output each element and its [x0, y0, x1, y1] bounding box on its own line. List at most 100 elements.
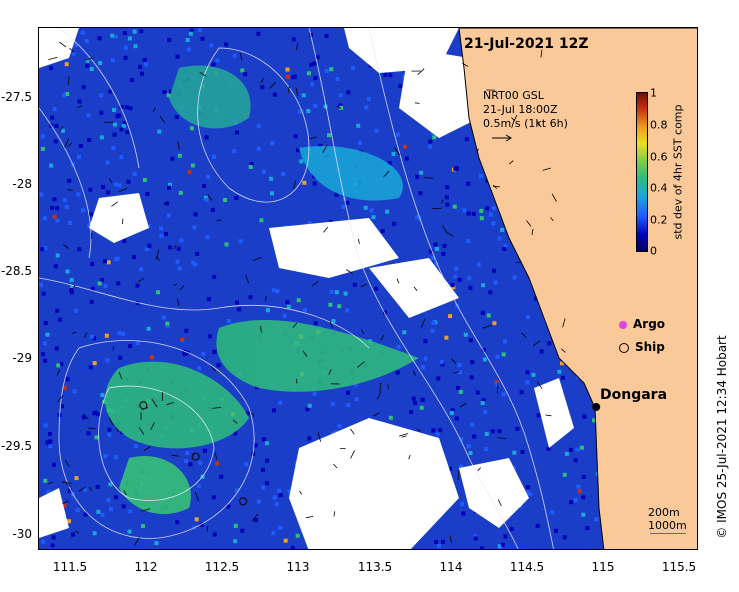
sst-pixel — [175, 259, 180, 264]
sst-pixel — [479, 216, 484, 221]
current-vector — [387, 384, 390, 390]
sst-pixel — [388, 415, 393, 420]
current-vector — [476, 148, 479, 153]
sst-pixel — [128, 106, 133, 111]
sst-pixel — [200, 36, 205, 41]
current-vector — [317, 432, 322, 442]
sst-pixel — [122, 121, 127, 126]
colorbar-tick: 0 — [650, 244, 657, 258]
sst-pixel — [41, 352, 46, 357]
sst-pixel — [203, 195, 208, 200]
sst-pixel — [193, 212, 198, 217]
current-vector — [166, 402, 174, 406]
sst-pixel — [337, 304, 342, 309]
sst-pixel — [248, 295, 253, 300]
sst-pixel — [409, 410, 414, 415]
sst-pixel — [203, 448, 207, 453]
current-vector — [542, 167, 552, 171]
current-vector — [173, 283, 178, 287]
sst-pixel — [116, 281, 121, 286]
sst-pixel — [187, 169, 192, 174]
sst-pixel — [466, 181, 471, 186]
sst-pixel — [113, 34, 118, 39]
sst-pixel — [484, 447, 489, 452]
sst-pixel — [142, 58, 147, 62]
sst-pixel — [560, 375, 565, 380]
sst-pixel — [108, 482, 113, 487]
sst-pixel — [176, 246, 181, 251]
sst-pixel — [481, 348, 486, 352]
legend-argo-label: Argo — [633, 317, 666, 331]
sst-pixel — [547, 341, 552, 346]
sst-pixel — [264, 481, 269, 486]
sst-pixel — [212, 275, 217, 279]
current-vector — [207, 194, 213, 201]
sst-pixel — [206, 174, 211, 179]
sst-pixel — [56, 363, 61, 368]
current-vector — [111, 201, 119, 207]
current-vector — [417, 68, 425, 75]
current-vector — [358, 238, 360, 244]
sst-pixel — [512, 275, 517, 280]
sst-pixel — [264, 441, 269, 446]
sst-pixel — [90, 286, 95, 291]
sst-pixel — [43, 246, 48, 250]
current-vector — [449, 535, 452, 543]
sst-pixel — [55, 218, 60, 223]
sst-pixel — [464, 137, 469, 142]
sst-pixel — [52, 214, 57, 219]
sst-pixel — [168, 245, 172, 250]
current-vector — [78, 486, 86, 492]
sst-pixel — [256, 124, 261, 129]
sst-pixel — [479, 173, 484, 178]
current-vector — [540, 49, 543, 58]
sst-pixel — [115, 256, 120, 261]
sst-pixel — [55, 253, 60, 258]
sst-pixel — [233, 431, 238, 436]
sst-pixel — [428, 144, 433, 149]
current-vector — [251, 513, 259, 522]
sst-pixel — [86, 431, 91, 436]
sst-pixel — [212, 532, 217, 537]
sst-pixel — [313, 321, 318, 326]
depth-200: 200m — [648, 506, 680, 519]
sst-pixel — [81, 85, 86, 90]
sst-pixel — [493, 280, 498, 285]
current-vector — [216, 219, 222, 222]
current-vector — [401, 435, 407, 438]
sst-pixel — [159, 226, 163, 231]
current-vector — [423, 177, 433, 179]
sst-pixel — [454, 266, 459, 271]
sst-pixel — [396, 132, 400, 137]
sst-pixel — [202, 184, 207, 188]
current-vector — [150, 422, 155, 430]
sst-pixel — [339, 105, 344, 110]
current-vector — [477, 467, 481, 472]
sst-pixel — [117, 183, 122, 188]
map-panel[interactable] — [38, 27, 698, 550]
sst-pixel — [128, 344, 133, 349]
sst-pixel — [433, 242, 438, 247]
sst-pixel — [419, 170, 424, 175]
sst-pixel — [65, 92, 70, 96]
current-vectors — [48, 41, 566, 546]
sst-pixel — [581, 512, 586, 517]
current-vector — [462, 62, 469, 67]
sst-pixel — [100, 393, 105, 397]
sst-pixel — [265, 458, 269, 463]
sst-pixel — [235, 488, 239, 493]
sst-pixel — [444, 335, 449, 340]
colorbar-tick: 0.6 — [650, 150, 668, 164]
sst-pixel — [430, 328, 435, 333]
sst-pixel — [557, 369, 562, 374]
sst-pixel — [93, 410, 98, 415]
sst-pixel — [307, 436, 312, 441]
current-vector — [305, 516, 314, 519]
sst-pixel — [190, 163, 195, 168]
sst-pixel — [471, 211, 476, 216]
map-title: 21-Jul-2021 12Z — [464, 36, 589, 52]
sst-pixel — [497, 236, 502, 241]
sst-pixel — [211, 62, 216, 67]
current-vector — [417, 428, 421, 432]
current-vector — [356, 361, 365, 368]
